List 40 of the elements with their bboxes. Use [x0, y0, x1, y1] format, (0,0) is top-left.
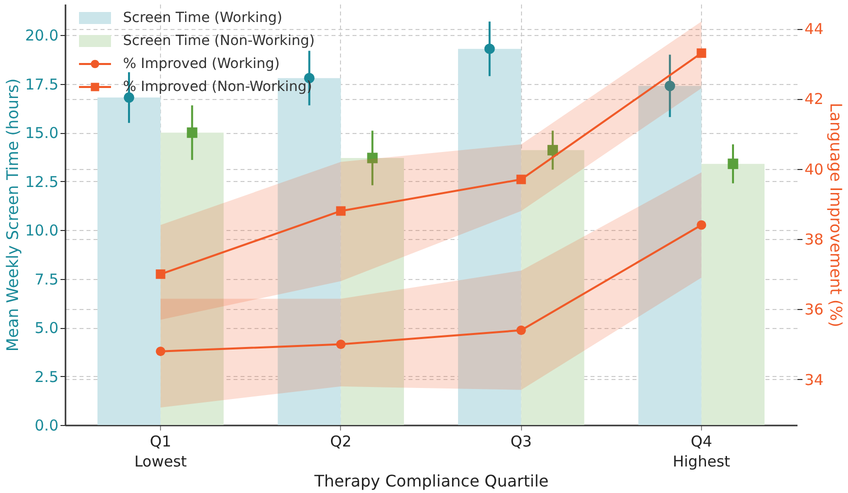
point [336, 340, 346, 350]
y2-tick-label: 34 [804, 370, 824, 389]
x-tick-label: Q4 Highest [672, 432, 730, 470]
point [336, 206, 346, 216]
point [156, 346, 166, 356]
y-tick-label: 7.5 [34, 270, 58, 288]
bar [97, 98, 161, 425]
x-tick-label: Q2 [330, 432, 352, 450]
y-tick-label: 10.0 [25, 222, 58, 240]
bar [458, 48, 522, 425]
y2-tick-label: 44 [804, 20, 824, 38]
legend-label: Screen Time (Working) [123, 10, 282, 26]
x-axis-title: Therapy Compliance Quartile [313, 472, 549, 490]
y2-tick-label: 36 [804, 300, 824, 319]
point [516, 174, 526, 184]
bar [340, 158, 404, 425]
x-tick-label: Q1 Lowest [134, 432, 187, 470]
y2-tick-label: 38 [804, 230, 824, 249]
point [696, 220, 706, 230]
y2-axis-title: Language Improvement (%) [826, 102, 846, 328]
y-tick-label: 0.0 [34, 416, 58, 434]
x-tick-label: Q3 [510, 432, 532, 450]
legend-label: % Improved (Working) [123, 56, 280, 72]
y-tick-label: 17.5 [25, 75, 58, 94]
y-axis-title: Mean Weekly Screen Time (hours) [3, 78, 22, 352]
y-tick-label: 2.5 [34, 368, 58, 386]
y2-tick-label: 42 [804, 90, 824, 108]
y2-tick-label: 40 [804, 160, 824, 178]
y-tick-label: 20.0 [25, 26, 58, 45]
y-tick-label: 5.0 [34, 319, 58, 338]
point [156, 269, 166, 279]
point [516, 326, 526, 336]
bar [160, 132, 224, 425]
legend-label: Screen Time (Non-Working) [123, 33, 315, 49]
point [696, 48, 706, 58]
y-tick-label: 12.5 [25, 172, 58, 191]
y-tick-label: 15.0 [25, 124, 58, 142]
bar [521, 150, 584, 425]
bar [701, 164, 765, 425]
bar [638, 86, 702, 425]
